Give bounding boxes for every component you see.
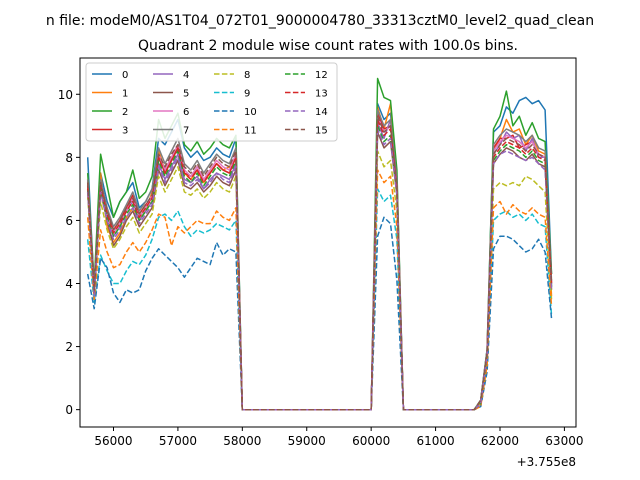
series-line-8: [86, 150, 553, 411]
x-tick-label: 58000: [223, 434, 261, 448]
y-tick-label: 8: [65, 151, 73, 165]
legend-label-12: 12: [315, 70, 328, 81]
legend-box: [85, 62, 338, 142]
y-tick-label: 0: [65, 403, 73, 417]
y-tick-label: 6: [65, 214, 73, 228]
axes-frame: [79, 57, 577, 428]
x-tick-label: 56000: [94, 434, 132, 448]
figure-suptitle: n file: modeM0/AS1T04_072T01_9000004780_…: [46, 13, 594, 29]
legend-label-10: 10: [244, 107, 257, 118]
legend-label-6: 6: [183, 107, 189, 118]
legend-label-0: 0: [122, 70, 128, 81]
series-line-14: [86, 128, 553, 411]
x-axis: 56000 57000 58000 59000 60000 61000 62000 63000: [94, 427, 583, 448]
y-tick-label: 4: [65, 277, 73, 291]
x-tick-label: 60000: [352, 434, 390, 448]
series-line-0: [86, 96, 553, 411]
legend-label-15: 15: [315, 126, 328, 137]
legend-label-4: 4: [183, 70, 189, 81]
x-tick-label: 63000: [545, 434, 583, 448]
legend-label-2: 2: [122, 107, 128, 118]
series-line-7: [86, 109, 553, 411]
series-line-11: [86, 169, 553, 411]
x-tick-label: 57000: [159, 434, 197, 448]
y-tick-label: 2: [65, 340, 73, 354]
legend-label-8: 8: [244, 70, 250, 81]
series-line-9: [86, 188, 553, 411]
legend-label-9: 9: [244, 89, 250, 100]
x-tick-label: 62000: [481, 434, 519, 448]
legend-label-11: 11: [244, 126, 257, 137]
y-axis: 0 2 4 6 8 10: [58, 88, 80, 417]
x-tick-label: 59000: [288, 434, 326, 448]
legend-label-7: 7: [183, 126, 189, 137]
legend-label-1: 1: [122, 89, 128, 100]
legend-label-13: 13: [315, 89, 328, 100]
legend-label-14: 14: [315, 107, 328, 118]
chart-title: Quadrant 2 module wise count rates with …: [138, 38, 518, 54]
x-axis-offset-label: +3.755e8: [517, 455, 576, 469]
series-layer: [86, 77, 553, 411]
series-line-10: [86, 216, 553, 411]
y-tick-label: 10: [58, 88, 73, 102]
legend-label-3: 3: [122, 126, 128, 137]
series-line-15: [86, 115, 553, 411]
x-tick-label: 61000: [416, 434, 454, 448]
legend-label-5: 5: [183, 89, 189, 100]
